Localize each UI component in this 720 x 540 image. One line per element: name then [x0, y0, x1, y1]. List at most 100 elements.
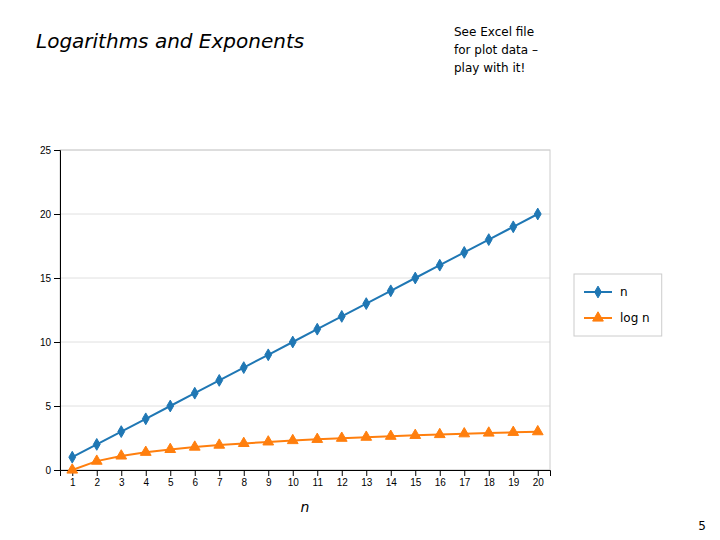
point: [387, 285, 394, 297]
point: [189, 441, 200, 450]
x-tick-label: 3: [119, 477, 125, 488]
y-tick-mark: [54, 278, 60, 279]
y-axis-line: [54, 151, 61, 471]
x-tick-mark: [195, 470, 196, 476]
x-tick: 5: [168, 470, 174, 488]
x-tick-mark: [464, 470, 465, 476]
x-tick-label: 4: [143, 477, 149, 488]
point: [461, 247, 468, 259]
grid-line: [60, 406, 550, 407]
y-tick: 25: [40, 145, 60, 156]
grid-line: [60, 214, 550, 215]
x-axis-title: n: [301, 499, 310, 515]
legend-label: log n: [620, 311, 650, 325]
grid-line: [60, 342, 550, 343]
point: [287, 434, 298, 443]
x-tick-label: 8: [241, 477, 247, 488]
x-tick-label: 12: [337, 477, 349, 488]
plot: 1234567891011121314151617181920051015202…: [40, 145, 551, 515]
x-tick-mark: [440, 470, 441, 476]
x-tick: 6: [192, 470, 198, 488]
x-tick-label: 10: [288, 477, 300, 488]
grid: [60, 150, 550, 470]
x-tick: 16: [435, 470, 447, 488]
point: [93, 439, 100, 451]
subtitle-line: See Excel file: [454, 25, 534, 39]
x-tick-mark: [366, 470, 367, 476]
x-tick: 20: [533, 470, 545, 488]
x-tick-label: 7: [217, 477, 223, 488]
x-tick-label: 5: [168, 477, 174, 488]
x-tick-mark: [415, 470, 416, 476]
subtitle-line: for plot data –: [454, 43, 538, 57]
point: [532, 425, 543, 434]
point: [338, 311, 345, 323]
y-tick: 15: [40, 273, 60, 284]
title: Logarithms and Exponents: [36, 29, 304, 53]
grid-line: [60, 278, 550, 279]
x-tick-mark: [219, 470, 220, 476]
x-tick-mark: [293, 470, 294, 476]
point: [238, 437, 249, 446]
x-tick-label: 6: [192, 477, 198, 488]
y-tick-label: 0: [45, 465, 51, 476]
legend-item: log n: [584, 311, 650, 325]
x-tick-label: 20: [533, 477, 545, 488]
x-tick: 10: [288, 470, 300, 488]
point: [142, 413, 149, 425]
point: [483, 427, 494, 436]
background: [0, 0, 720, 540]
y-tick: 0: [45, 465, 60, 476]
chart: Logarithms and Exponents See Excel file fo…: [0, 0, 720, 540]
x-tick-mark: [538, 470, 539, 476]
series: [69, 208, 541, 463]
x-tick: 12: [337, 470, 349, 488]
y-tick-label: 25: [40, 145, 52, 156]
y-tick-mark: [54, 150, 60, 151]
y-tick-mark: [54, 470, 60, 471]
point: [165, 443, 176, 452]
point: [240, 362, 247, 374]
y-tick-label: 20: [40, 209, 52, 220]
legend-frame: [574, 274, 662, 336]
x-tick: 14: [386, 470, 398, 488]
y-tick-label: 15: [40, 273, 52, 284]
x-tick: 2: [94, 470, 100, 488]
y-tick-mark: [54, 214, 60, 215]
x-axis: 1234567891011121314151617181920: [61, 470, 551, 488]
point: [289, 336, 296, 348]
point: [314, 323, 321, 335]
x-tick-label: 18: [484, 477, 496, 488]
x-tick-label: 14: [386, 477, 398, 488]
x-tick-mark: [513, 470, 514, 476]
series: [67, 425, 543, 473]
point: [69, 451, 76, 463]
x-tick: 3: [119, 470, 125, 488]
x-tick: 11: [313, 470, 324, 488]
x-tick: 9: [266, 470, 272, 488]
y-tick-mark: [54, 406, 60, 407]
y-tick-label: 5: [45, 401, 51, 412]
point: [534, 208, 541, 220]
point: [459, 428, 470, 437]
x-tick: 17: [459, 470, 471, 488]
point: [118, 426, 125, 438]
point: [385, 430, 396, 439]
point: [216, 375, 223, 387]
point: [434, 428, 445, 437]
series-line: [72, 214, 538, 457]
series-line: [72, 432, 538, 470]
point: [412, 272, 419, 284]
subtitle: See Excel filefor plot data –play with i…: [454, 25, 538, 75]
point: [67, 464, 78, 473]
x-tick-label: 1: [70, 477, 76, 488]
x-tick-mark: [121, 470, 122, 476]
legend-item: n: [584, 285, 628, 299]
point: [508, 426, 519, 435]
point: [312, 433, 323, 442]
point: [167, 400, 174, 412]
point: [191, 387, 198, 399]
x-tick-mark: [170, 470, 171, 476]
legend-marker: [593, 312, 604, 321]
x-tick-label: 9: [266, 477, 272, 488]
